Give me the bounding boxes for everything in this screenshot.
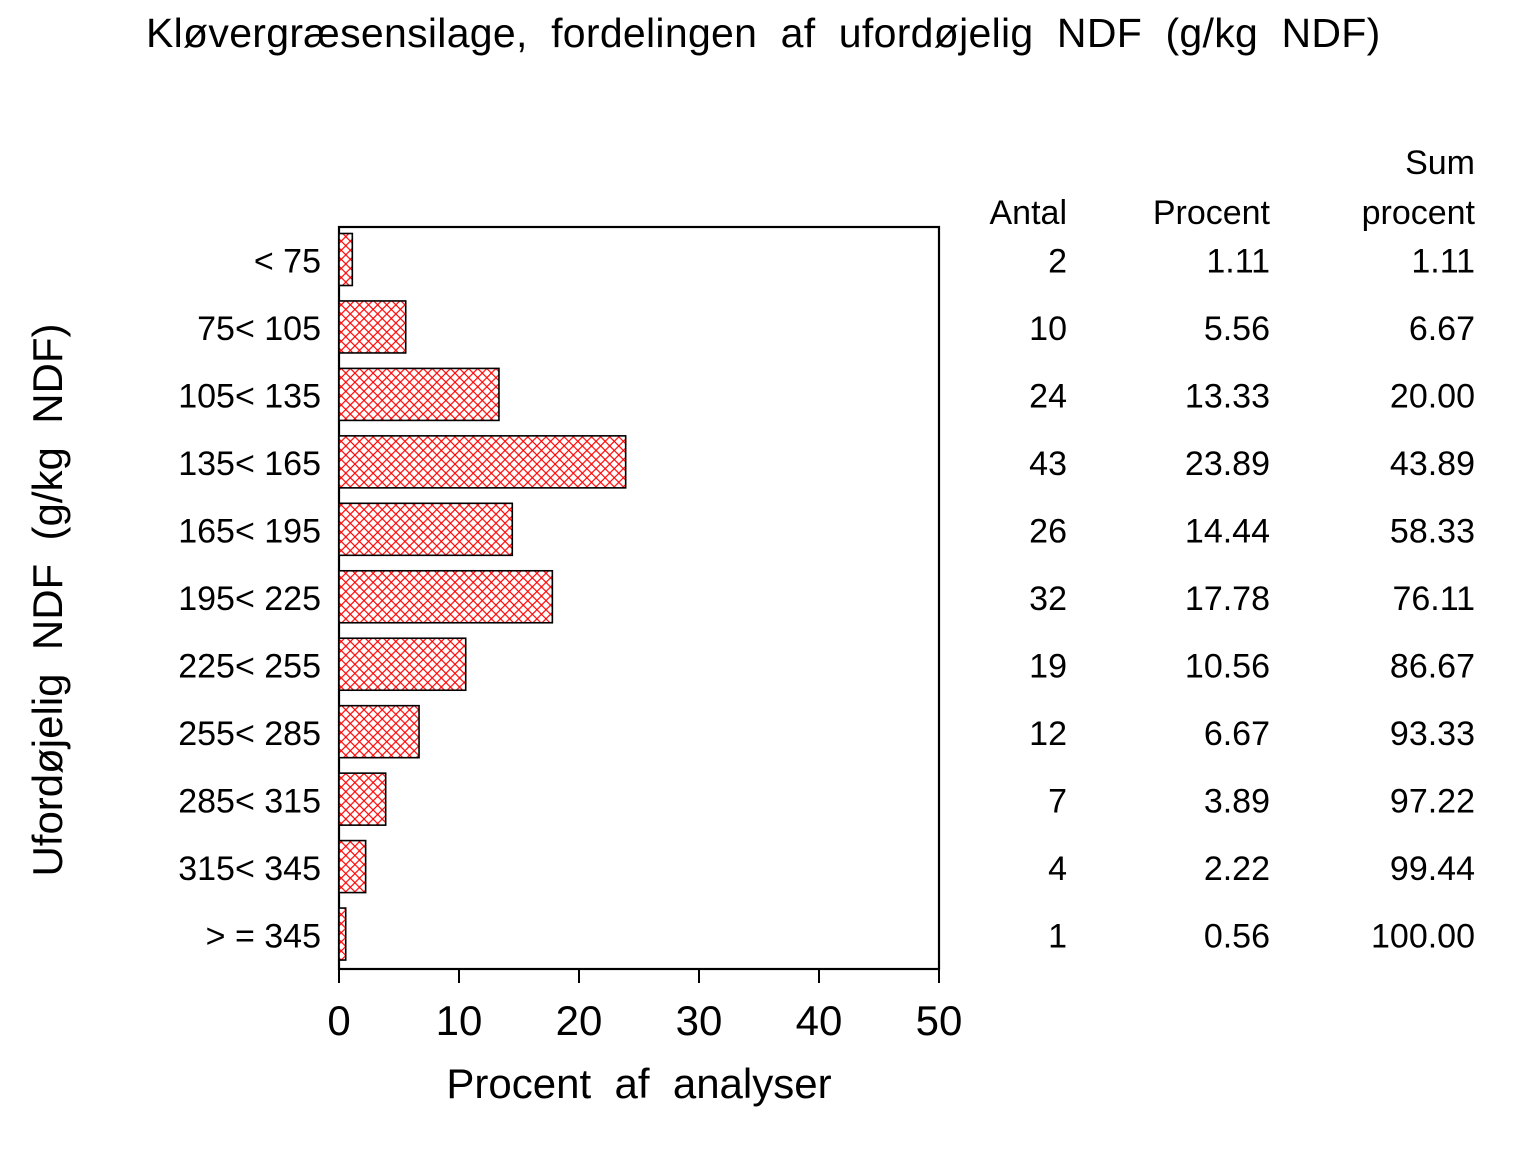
svg-text:6.67: 6.67	[1409, 310, 1475, 348]
svg-text:10: 10	[436, 997, 483, 1044]
svg-text:135< 165: 135< 165	[178, 445, 321, 483]
svg-text:30: 30	[676, 997, 723, 1044]
svg-text:5.56: 5.56	[1204, 310, 1270, 348]
svg-text:255< 285: 255< 285	[178, 715, 321, 753]
svg-text:3.89: 3.89	[1204, 782, 1270, 820]
svg-text:4: 4	[1048, 850, 1067, 888]
svg-text:43: 43	[1029, 445, 1067, 483]
svg-text:0.56: 0.56	[1204, 917, 1270, 955]
svg-text:100.00: 100.00	[1371, 917, 1475, 955]
svg-text:315< 345: 315< 345	[178, 850, 321, 888]
svg-text:13.33: 13.33	[1185, 378, 1270, 416]
svg-text:2.22: 2.22	[1204, 850, 1270, 888]
svg-text:40: 40	[796, 997, 843, 1044]
svg-text:58.33: 58.33	[1390, 513, 1475, 551]
svg-text:50: 50	[916, 997, 963, 1044]
svg-text:> = 345: > = 345	[206, 917, 321, 955]
svg-text:24: 24	[1029, 378, 1067, 416]
svg-text:225< 255: 225< 255	[178, 647, 321, 685]
svg-text:43.89: 43.89	[1390, 445, 1475, 483]
svg-text:86.67: 86.67	[1390, 647, 1475, 685]
svg-text:Sum: Sum	[1405, 144, 1475, 182]
svg-text:76.11: 76.11	[1392, 580, 1475, 618]
svg-text:285< 315: 285< 315	[178, 782, 321, 820]
svg-text:165< 195: 165< 195	[178, 513, 321, 551]
svg-text:10: 10	[1029, 310, 1067, 348]
svg-text:10.56: 10.56	[1185, 647, 1270, 685]
svg-text:75< 105: 75< 105	[197, 310, 321, 348]
svg-text:20: 20	[556, 997, 603, 1044]
svg-text:procent: procent	[1362, 194, 1476, 232]
svg-text:195< 225: 195< 225	[178, 580, 321, 618]
svg-text:97.22: 97.22	[1390, 782, 1475, 820]
svg-text:19: 19	[1029, 647, 1067, 685]
svg-text:105< 135: 105< 135	[178, 378, 321, 416]
svg-text:14.44: 14.44	[1185, 513, 1270, 551]
svg-text:1.11: 1.11	[1206, 243, 1270, 281]
svg-text:< 75: < 75	[254, 243, 321, 281]
svg-text:0: 0	[327, 997, 350, 1044]
svg-text:1: 1	[1048, 917, 1067, 955]
svg-text:Procent: Procent	[1153, 194, 1271, 232]
svg-text:23.89: 23.89	[1185, 445, 1270, 483]
svg-text:2: 2	[1048, 243, 1067, 281]
svg-text:32: 32	[1029, 580, 1067, 618]
svg-text:17.78: 17.78	[1185, 580, 1270, 618]
svg-text:7: 7	[1048, 782, 1067, 820]
svg-text:6.67: 6.67	[1204, 715, 1270, 753]
svg-text:12: 12	[1029, 715, 1067, 753]
svg-text:Antal: Antal	[990, 194, 1068, 232]
svg-text:26: 26	[1029, 513, 1067, 551]
svg-text:20.00: 20.00	[1390, 378, 1475, 416]
svg-text:93.33: 93.33	[1390, 715, 1475, 753]
svg-text:99.44: 99.44	[1390, 850, 1475, 888]
svg-text:1.11: 1.11	[1411, 243, 1475, 281]
